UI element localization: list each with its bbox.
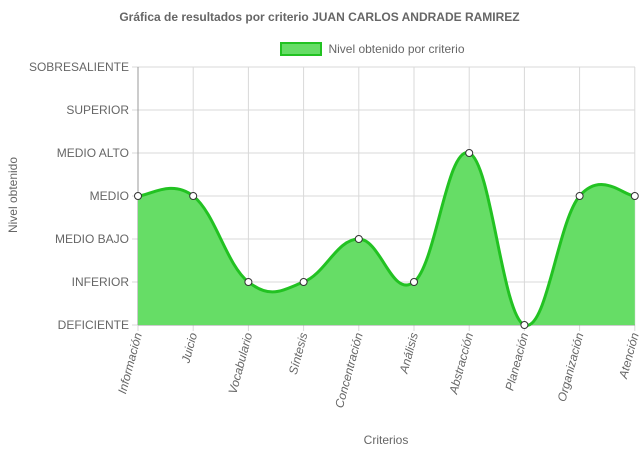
x-tick-label: Vocabulario [225,331,255,396]
x-tick-label: Concentración [332,331,366,410]
x-tick-label: Análisis [396,331,420,376]
x-tick-label: Juicio [178,331,200,366]
x-tick-label: Información [115,331,145,395]
y-tick-label: MEDIO ALTO [57,146,129,160]
series-area-fill [138,152,635,326]
x-tick-label: Abstracción [446,331,476,396]
data-point [299,278,308,286]
legend-swatch [280,42,323,56]
y-tick-label: SUPERIOR [66,103,129,117]
x-tick-label: Organización [555,331,587,403]
y-tick-label: MEDIO [90,189,129,203]
y-tick-label: SOBRESALIENTE [29,60,129,74]
data-point [410,278,418,286]
data-point [134,192,142,200]
y-tick-label: DEFICIENTE [58,318,129,332]
data-point [520,321,529,329]
data-points [134,149,639,329]
legend-label: Nivel obtenido por criterio [328,42,465,56]
data-point [630,192,639,200]
x-tick-labels: Información Juicio Vocabulario Síntesis Conc… [115,331,639,410]
y-tick-label: INFERIOR [72,275,130,289]
x-tick-label: Planeación [502,331,531,392]
chart-title: Gráfica de resultados por criterio JUAN … [119,10,520,24]
data-point [575,192,584,200]
y-tick-labels: DEFICIENTE INFERIOR MEDIO BAJO MEDIO MEDIO A… [29,60,129,332]
data-point [244,278,253,286]
data-point [189,192,198,200]
y-tick-label: MEDIO BAJO [55,232,129,246]
data-point [465,149,474,157]
y-axis-label: Nivel obtenido [6,156,20,234]
x-axis-label: Criterios [363,433,409,447]
legend[interactable]: Nivel obtenido por criterio [0,42,639,56]
data-point [354,235,363,243]
x-tick-label: Síntesis [286,331,311,376]
x-tick-label: Atención [616,331,639,381]
